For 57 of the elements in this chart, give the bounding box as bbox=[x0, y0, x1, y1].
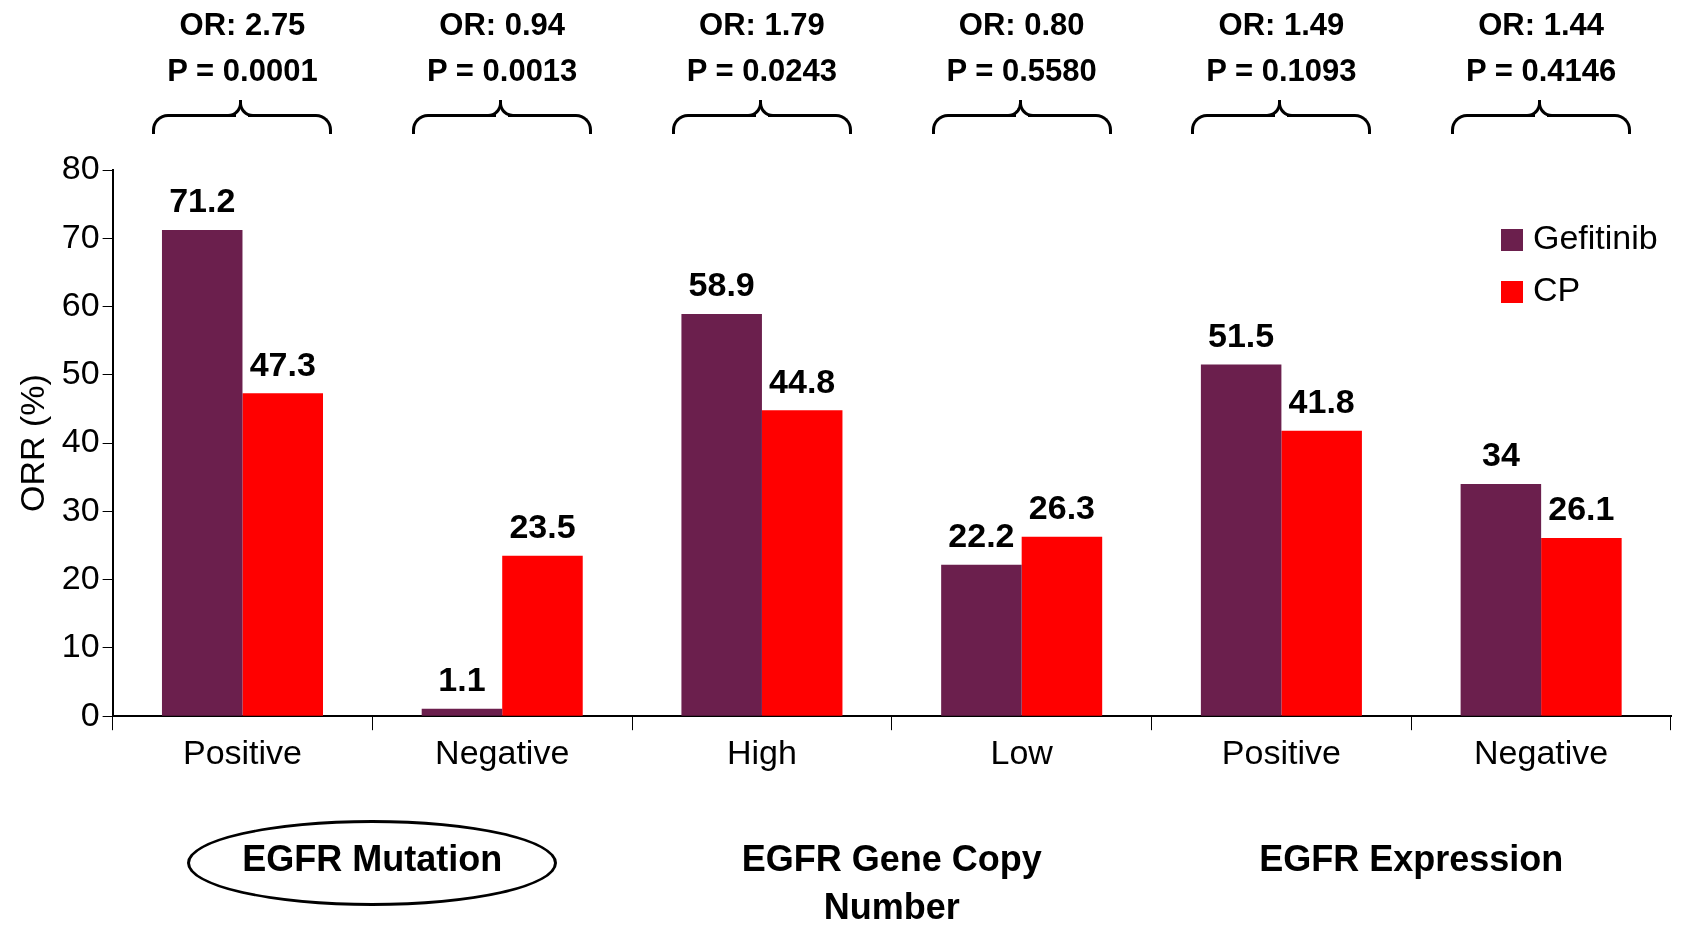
text: EGFR Gene Copy Number bbox=[740, 837, 1043, 929]
x-tick-label: Positive bbox=[182, 732, 303, 771]
x-tick-label: High bbox=[726, 732, 797, 771]
y-tick-label: 20 bbox=[61, 558, 100, 597]
y-tick-label: 70 bbox=[61, 216, 100, 255]
y-axis-title: ORR (%) bbox=[12, 374, 51, 513]
data-label: 1.1 bbox=[438, 660, 486, 699]
x-tick-label: Negative bbox=[1474, 732, 1609, 771]
bar bbox=[681, 314, 762, 716]
text: OR: 1.79 bbox=[699, 7, 825, 43]
data-label: 22.2 bbox=[948, 516, 1015, 554]
text: EGFR Mutation bbox=[241, 837, 504, 881]
bar bbox=[761, 410, 843, 716]
legend-label: CP bbox=[1533, 270, 1581, 309]
y-tick-label: 80 bbox=[61, 148, 100, 187]
text: OR: 0.94 bbox=[439, 7, 566, 43]
data-label: 23.5 bbox=[509, 507, 576, 546]
data-label: 71.2 bbox=[169, 181, 236, 220]
y-tick-label: 30 bbox=[61, 489, 100, 528]
y-tick-label: 0 bbox=[80, 694, 100, 733]
bar bbox=[1021, 536, 1103, 716]
data-label: 58.9 bbox=[688, 265, 755, 304]
x-tick-label: Positive bbox=[1221, 732, 1341, 771]
text: P = 0.4146 bbox=[1466, 53, 1617, 89]
data-label: 47.3 bbox=[249, 344, 316, 383]
text: OR: 0.80 bbox=[958, 7, 1085, 43]
bar bbox=[1281, 430, 1362, 716]
bar bbox=[1200, 364, 1282, 716]
y-tick-label: 10 bbox=[61, 626, 100, 665]
x-tick-label: Negative bbox=[435, 732, 570, 771]
data-label: 34 bbox=[1481, 435, 1520, 474]
data-label: 44.8 bbox=[769, 361, 836, 400]
bar bbox=[161, 230, 243, 716]
y-tick-label: 40 bbox=[61, 421, 100, 460]
text: P = 0.0001 bbox=[167, 53, 318, 89]
text: P = 0.5580 bbox=[946, 53, 1097, 89]
data-label: 26.1 bbox=[1548, 489, 1615, 528]
text: P = 0.1093 bbox=[1206, 53, 1357, 89]
text: OR: 1.49 bbox=[1218, 7, 1345, 43]
x-tick-label: Low bbox=[990, 732, 1054, 771]
y-tick-label: 60 bbox=[61, 284, 100, 323]
legend-label: Gefitinib bbox=[1533, 218, 1658, 257]
text: OR: 2.75 bbox=[179, 7, 306, 43]
y-tick-label: 50 bbox=[61, 353, 100, 392]
text: P = 0.0243 bbox=[686, 53, 838, 89]
bar bbox=[502, 555, 583, 716]
data-label: 26.3 bbox=[1028, 488, 1096, 527]
text: P = 0.0013 bbox=[427, 53, 578, 89]
text: OR: 1.44 bbox=[1478, 7, 1605, 43]
bar bbox=[1460, 484, 1542, 716]
text: EGFR Expression bbox=[1258, 837, 1565, 881]
bar bbox=[242, 393, 323, 716]
data-label: 51.5 bbox=[1208, 315, 1275, 354]
bar bbox=[421, 708, 503, 716]
data-label: 41.8 bbox=[1288, 382, 1355, 421]
bar bbox=[941, 564, 1022, 716]
bar bbox=[1541, 538, 1622, 716]
